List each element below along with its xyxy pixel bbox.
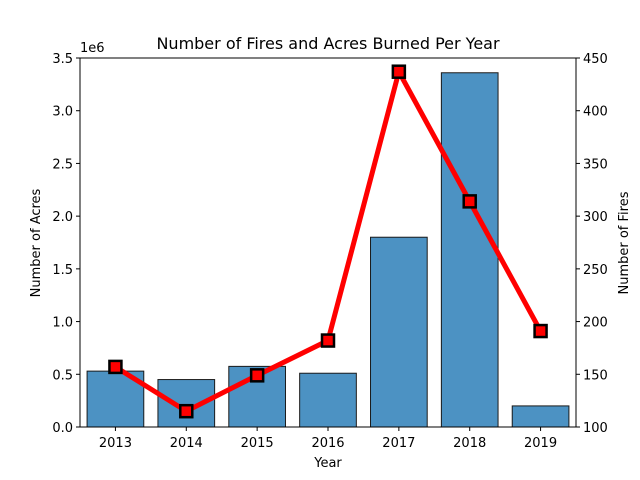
bar-2018 bbox=[440, 72, 499, 428]
x-tick-label: 2013 bbox=[99, 436, 132, 451]
y2-tick-label: 350 bbox=[583, 157, 608, 172]
y2-tick-label: 250 bbox=[583, 263, 608, 278]
line-series bbox=[108, 64, 548, 419]
x-tick-label: 2019 bbox=[524, 436, 557, 451]
fires-marker-2015 bbox=[249, 368, 265, 383]
y2-tick-label: 400 bbox=[583, 105, 608, 120]
plot-frame bbox=[79, 57, 577, 428]
x-tick-label: 2015 bbox=[241, 436, 274, 451]
fires-marker-2014 bbox=[179, 403, 194, 419]
x-tick-label: 2017 bbox=[382, 436, 415, 451]
fires-marker-2018 bbox=[462, 194, 477, 209]
x-tick-label: 2016 bbox=[311, 436, 344, 451]
y2-tick-label: 200 bbox=[583, 316, 608, 331]
axes: 0.0 0.5 1.0 1.5 2.0 2.5 3.0 3.5 100 150 200 250 300 3… bbox=[52, 52, 608, 451]
y2-tick-label: 150 bbox=[583, 368, 608, 383]
bar-2017 bbox=[370, 236, 428, 428]
bar-2019 bbox=[511, 405, 570, 428]
y2-tick-label: 300 bbox=[583, 210, 608, 225]
x-tick-label: 2014 bbox=[170, 436, 203, 451]
fires-marker-2019 bbox=[533, 323, 548, 339]
chart-title: Number of Fires and Acres Burned Per Yea… bbox=[156, 34, 500, 53]
fires-marker-2016 bbox=[320, 333, 336, 348]
fires-marker-2013 bbox=[108, 359, 123, 375]
y-tick-label: 1.5 bbox=[52, 263, 73, 278]
x-axis-label: Year bbox=[313, 456, 342, 471]
fires-marker-2017 bbox=[391, 64, 407, 79]
y-tick-label: 2.0 bbox=[52, 210, 73, 225]
y-tick-label: 0.5 bbox=[52, 368, 73, 383]
y-tick-label: 2.5 bbox=[52, 157, 73, 172]
y-tick-label: 3.5 bbox=[52, 52, 73, 67]
bar-series bbox=[86, 72, 570, 428]
y2-tick-label: 100 bbox=[583, 421, 608, 436]
y-tick-label: 1.0 bbox=[52, 316, 73, 331]
y-tick-label: 0.0 bbox=[52, 421, 73, 436]
y-offset-label: 1e6 bbox=[80, 41, 105, 56]
y2-tick-label: 450 bbox=[583, 52, 608, 67]
y-axis-label: Number of Acres bbox=[29, 188, 44, 297]
y-tick-label: 3.0 bbox=[52, 105, 73, 120]
y2-axis-label: Number of Fires bbox=[617, 191, 632, 294]
bar-2016 bbox=[299, 372, 357, 428]
x-tick-label: 2018 bbox=[453, 436, 486, 451]
